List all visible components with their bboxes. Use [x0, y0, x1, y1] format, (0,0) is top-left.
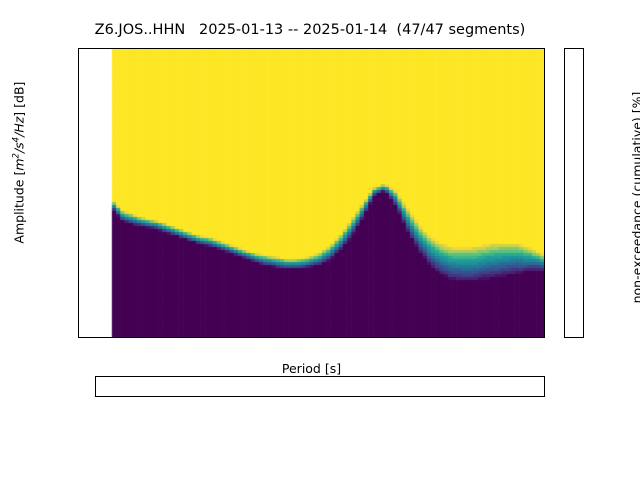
ppsd-heatmap — [79, 49, 544, 337]
page-title: Z6.JOS..HHN 2025-01-13 -- 2025-01-14 (47… — [94, 22, 526, 38]
colorbar-gradient — [565, 49, 583, 337]
ppsd-plot-area[interactable] — [78, 48, 545, 338]
x-axis-label: Period [s] — [281, 361, 342, 376]
timeline-strip[interactable] — [95, 376, 545, 397]
colorbar[interactable] — [564, 48, 584, 338]
y-axis-label: Amplitude [m2/s4/Hz] [dB] — [11, 81, 27, 244]
colorbar-label: non-exceedance (cumulative) [%] — [629, 91, 640, 304]
